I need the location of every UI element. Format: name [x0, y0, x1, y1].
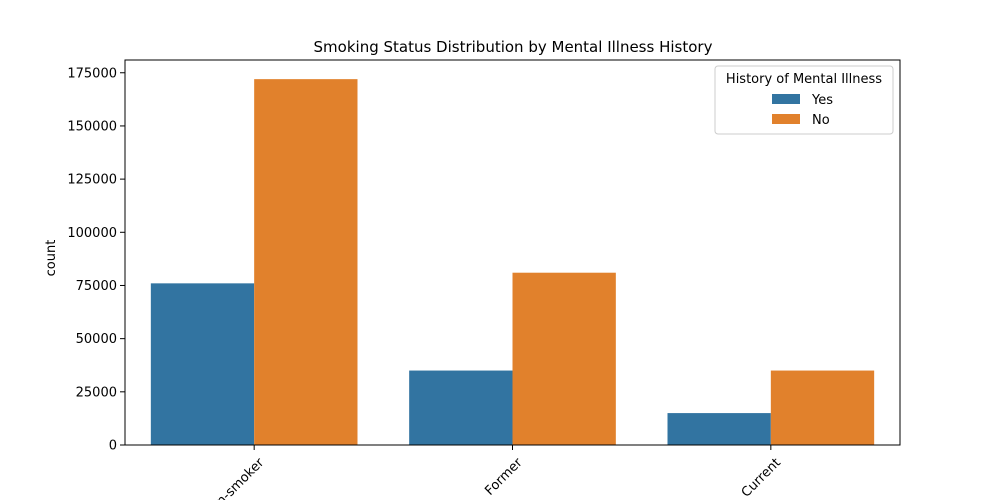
- bar-no-current: [770, 370, 875, 445]
- bar-yes-former: [409, 370, 513, 445]
- bar-yes-current: [667, 413, 771, 445]
- y-tick-label: 0: [109, 439, 117, 454]
- y-tick-label: 125000: [67, 173, 117, 188]
- chart-title: Smoking Status Distribution by Mental Il…: [314, 38, 713, 56]
- bar-yes-non-smoker: [150, 283, 255, 445]
- y-tick-label: 25000: [76, 385, 117, 400]
- bar-no-non-smoker: [254, 79, 358, 445]
- legend-label-yes: Yes: [811, 93, 833, 108]
- legend-frame: [714, 65, 894, 135]
- x-tick-label: Current: [739, 455, 784, 500]
- y-tick-label: 75000: [76, 279, 117, 294]
- y-tick-label: 175000: [67, 66, 117, 81]
- bar-no-former: [512, 272, 616, 445]
- legend-label-no: No: [812, 113, 830, 128]
- x-axis: Non-smoker Former Current: [201, 445, 784, 500]
- bars-group: [150, 79, 875, 445]
- y-axis-label: count: [44, 240, 59, 277]
- legend: History of Mental Illness Yes No: [714, 65, 894, 135]
- y-tick-label: 150000: [67, 119, 117, 134]
- legend-title: History of Mental Illness: [726, 72, 882, 87]
- x-tick-label: Non-smoker: [201, 455, 268, 500]
- legend-swatch-yes: [772, 94, 800, 104]
- plot-frame: [124, 59, 901, 446]
- legend-swatch-no: [772, 114, 800, 124]
- y-tick-label: 50000: [76, 332, 117, 347]
- x-tick-label: Former: [482, 455, 526, 499]
- y-axis: 0 25000 50000 75000 100000 125000 150000 175000: [67, 66, 125, 454]
- y-tick-label: 100000: [67, 226, 117, 241]
